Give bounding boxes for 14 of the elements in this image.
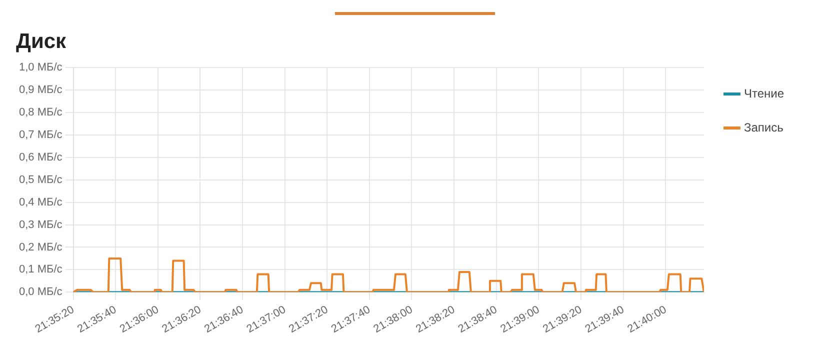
y-tick-label: 0,8 МБ/с — [18, 106, 63, 119]
y-tick-label: 0,4 МБ/с — [18, 196, 63, 208]
y-tick-label: 0,2 МБ/с — [18, 241, 63, 254]
chart-title: Диск — [16, 30, 66, 54]
y-tick-label: 0,1 МБ/с — [18, 264, 63, 276]
y-tick-label: 1,0 МБ/с — [18, 62, 63, 74]
y-tick-label: 0,0 МБ/с — [18, 286, 63, 298]
y-tick-label: 0,5 МБ/с — [18, 174, 63, 186]
y-tick-label: 0,9 МБ/с — [18, 84, 63, 96]
legend-label: Запись — [744, 120, 784, 134]
y-tick-label: 0,3 МБ/с — [18, 218, 63, 231]
y-tick-label: 0,6 МБ/с — [18, 151, 63, 164]
legend-label: Чтение — [744, 86, 784, 100]
y-tick-label: 0,7 МБ/с — [18, 129, 63, 141]
